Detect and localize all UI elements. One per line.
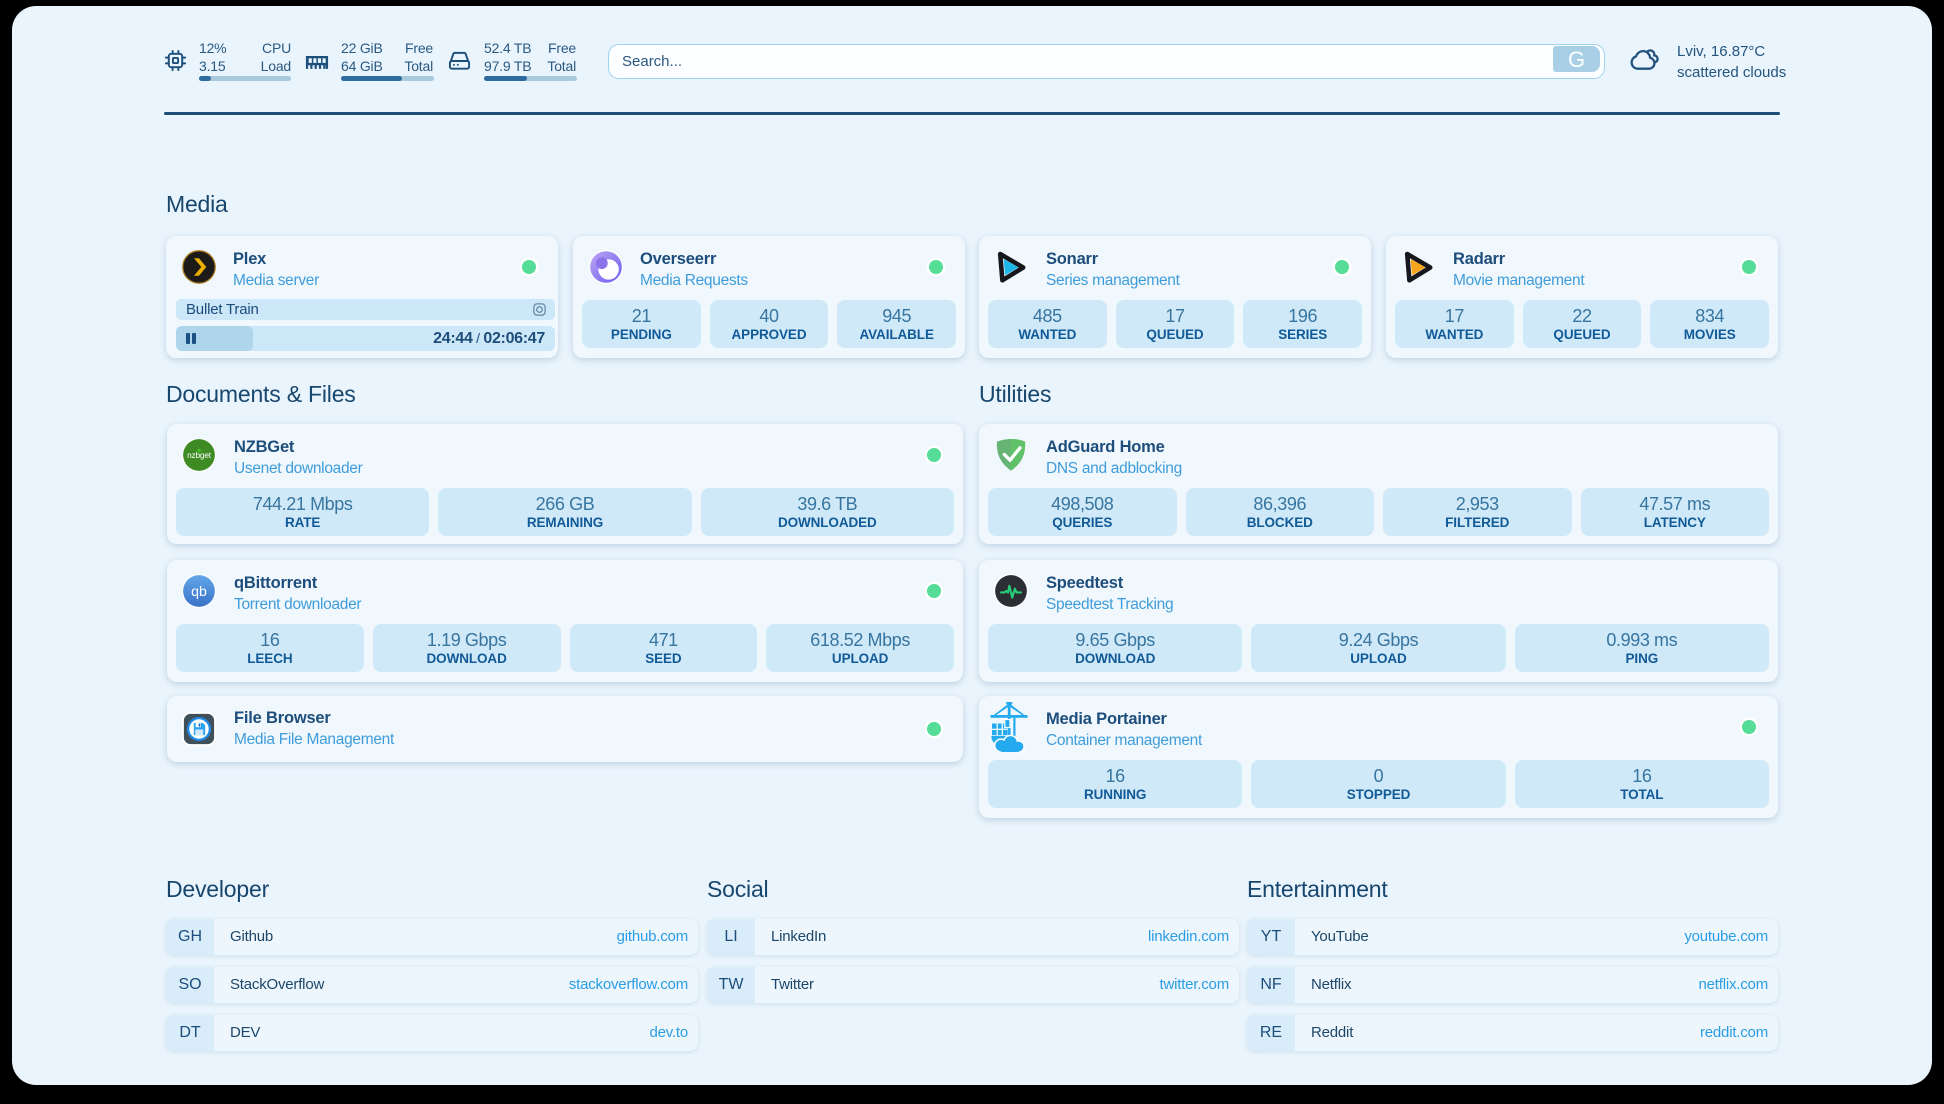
- svg-text:nzbget: nzbget: [187, 450, 212, 460]
- svg-text:qb: qb: [191, 584, 207, 600]
